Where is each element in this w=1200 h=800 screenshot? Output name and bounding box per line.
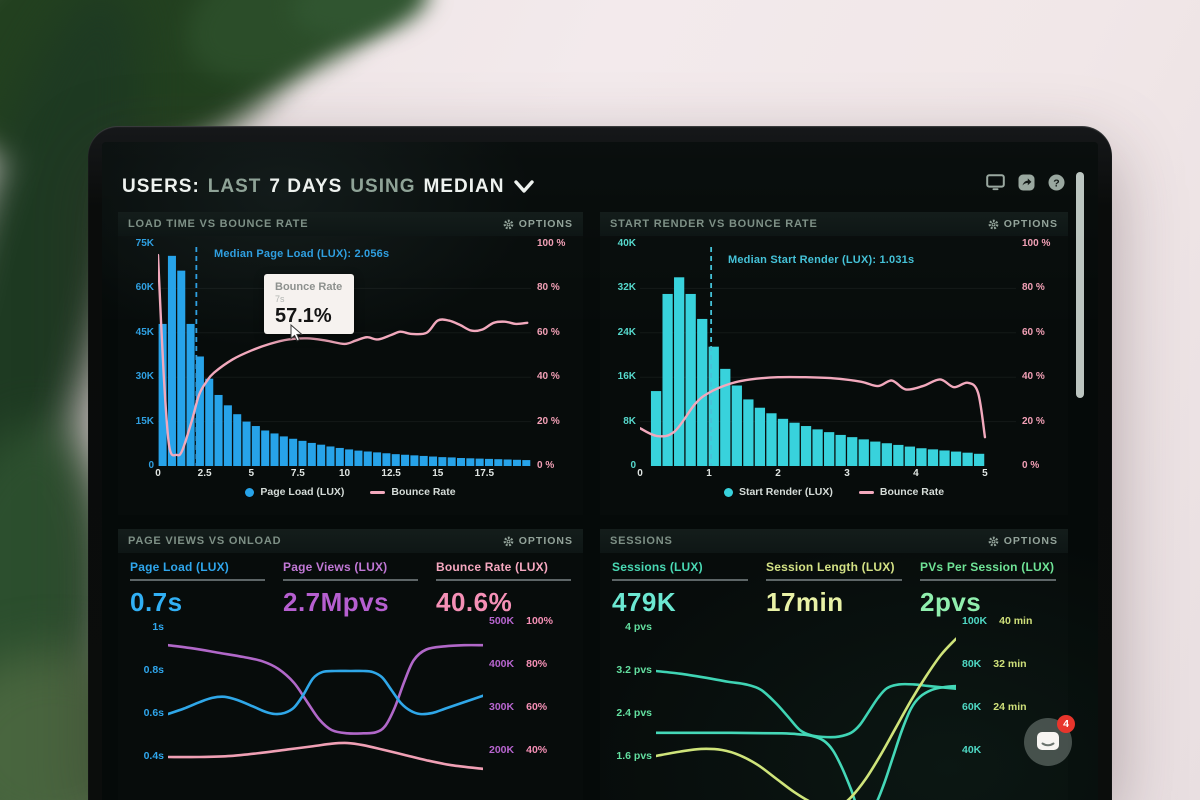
legend-page-load[interactable]: Page Load (LUX) (245, 486, 344, 498)
share-icon[interactable] (1018, 174, 1035, 191)
panel-title: START RENDER VS BOUNCE RATE (610, 218, 818, 230)
title-segment: 7 DAYS (269, 176, 343, 197)
options-button[interactable]: OPTIONS (503, 535, 573, 547)
mouse-cursor-icon (290, 324, 303, 342)
options-button[interactable]: OPTIONS (988, 535, 1058, 547)
metric-session-length[interactable]: Session Length (LUX) 17min (766, 560, 902, 618)
metric-pvs-per-session[interactable]: PVs Per Session (LUX) 2pvs (920, 560, 1056, 617)
y-axis-labels-right: 100 % 80 % 60 % 40 % 20 % 0 % (1022, 238, 1051, 471)
gear-icon (988, 536, 999, 546)
y-axis-labels-right: 500K 100% 400K 80% 300K 60% 200K 40% (489, 615, 553, 756)
dashboard-screen: USERS: LAST 7 DAYS USING MEDIAN ? (102, 142, 1098, 800)
panel-page-views-vs-onload: PAGE VIEWS VS ONLOAD OPTIONS Page Load (… (118, 529, 583, 800)
chat-launcher[interactable]: 4 (1024, 715, 1075, 766)
help-icon[interactable]: ? (1048, 174, 1065, 191)
start-render-chart[interactable] (640, 244, 1016, 466)
gear-icon (988, 219, 999, 229)
panel-title: LOAD TIME VS BOUNCE RATE (128, 218, 309, 230)
options-button[interactable]: OPTIONS (503, 218, 573, 230)
panel-title: PAGE VIEWS VS ONLOAD (128, 535, 282, 547)
y-axis-labels-right: 100 % 80 % 60 % 40 % 20 % 0 % (537, 238, 566, 471)
title-segment: USERS: (122, 176, 200, 197)
metric-page-load[interactable]: Page Load (LUX) 0.7s (130, 560, 265, 618)
date-range-dropdown[interactable]: USERS: LAST 7 DAYS USING MEDIAN (122, 176, 535, 198)
sessions-chart[interactable] (656, 620, 956, 800)
legend-start-render[interactable]: Start Render (LUX) (723, 486, 833, 498)
notification-badge: 4 (1057, 715, 1075, 733)
gear-icon (503, 536, 514, 546)
scrollbar-thumb[interactable] (1076, 172, 1084, 398)
chat-bubble-icon (1037, 732, 1059, 750)
title-segment: MEDIAN (423, 176, 505, 197)
y-axis-labels-right: 100K 40 min 80K 32 min 60K 24 min 40K (962, 615, 1033, 756)
options-button[interactable]: OPTIONS (988, 218, 1058, 230)
y-axis-labels-left: 75K 60K 45K 30K 15K 0 (135, 238, 154, 471)
panel-sessions: SESSIONS OPTIONS Sessions (LUX) 4 (600, 529, 1068, 800)
legend-bounce-rate[interactable]: Bounce Rate (858, 486, 944, 498)
panel-title: SESSIONS (610, 535, 673, 547)
svg-text:?: ? (1053, 177, 1059, 189)
title-segment: LAST (207, 176, 262, 197)
metric-bounce-rate[interactable]: Bounce Rate (LUX) 40.6% (436, 560, 571, 618)
panel-load-time-vs-bounce-rate: LOAD TIME VS BOUNCE RATE OPTIONS 75K 60K 4… (118, 212, 583, 515)
laptop-frame: USERS: LAST 7 DAYS USING MEDIAN ? (88, 126, 1112, 800)
metric-page-views[interactable]: Page Views (LUX) 2.7Mpvs (283, 560, 418, 618)
legend-bounce-rate[interactable]: Bounce Rate (370, 486, 456, 498)
y-axis-labels-left: 1s 0.8s 0.6s 0.4s (143, 621, 164, 762)
chart-tooltip: Bounce Rate 7s 57.1% (264, 274, 355, 334)
median-annotation: Median Page Load (LUX): 2.056s (214, 248, 390, 260)
title-segment: USING (350, 176, 416, 197)
page-title: USERS: LAST 7 DAYS USING MEDIAN (122, 176, 504, 198)
chevron-down-icon (514, 180, 535, 193)
median-annotation: Median Start Render (LUX): 1.031s (728, 254, 915, 266)
y-axis-labels-left: 4 pvs 3.2 pvs 2.4 pvs 1.6 pvs (616, 621, 652, 762)
y-axis-labels-left: 40K 32K 24K 16K 8K 0 (617, 238, 636, 471)
metric-sessions[interactable]: Sessions (LUX) 479K (612, 560, 748, 618)
panel-start-render-vs-bounce-rate: START RENDER VS BOUNCE RATE OPTIONS 40K 3… (600, 212, 1068, 515)
x-axis-labels: 0 2.5 5 7.5 10 12.5 15 17.5 (155, 468, 495, 479)
monitor-icon[interactable] (986, 174, 1005, 191)
gear-icon (503, 219, 514, 229)
page-views-chart[interactable] (168, 620, 483, 800)
